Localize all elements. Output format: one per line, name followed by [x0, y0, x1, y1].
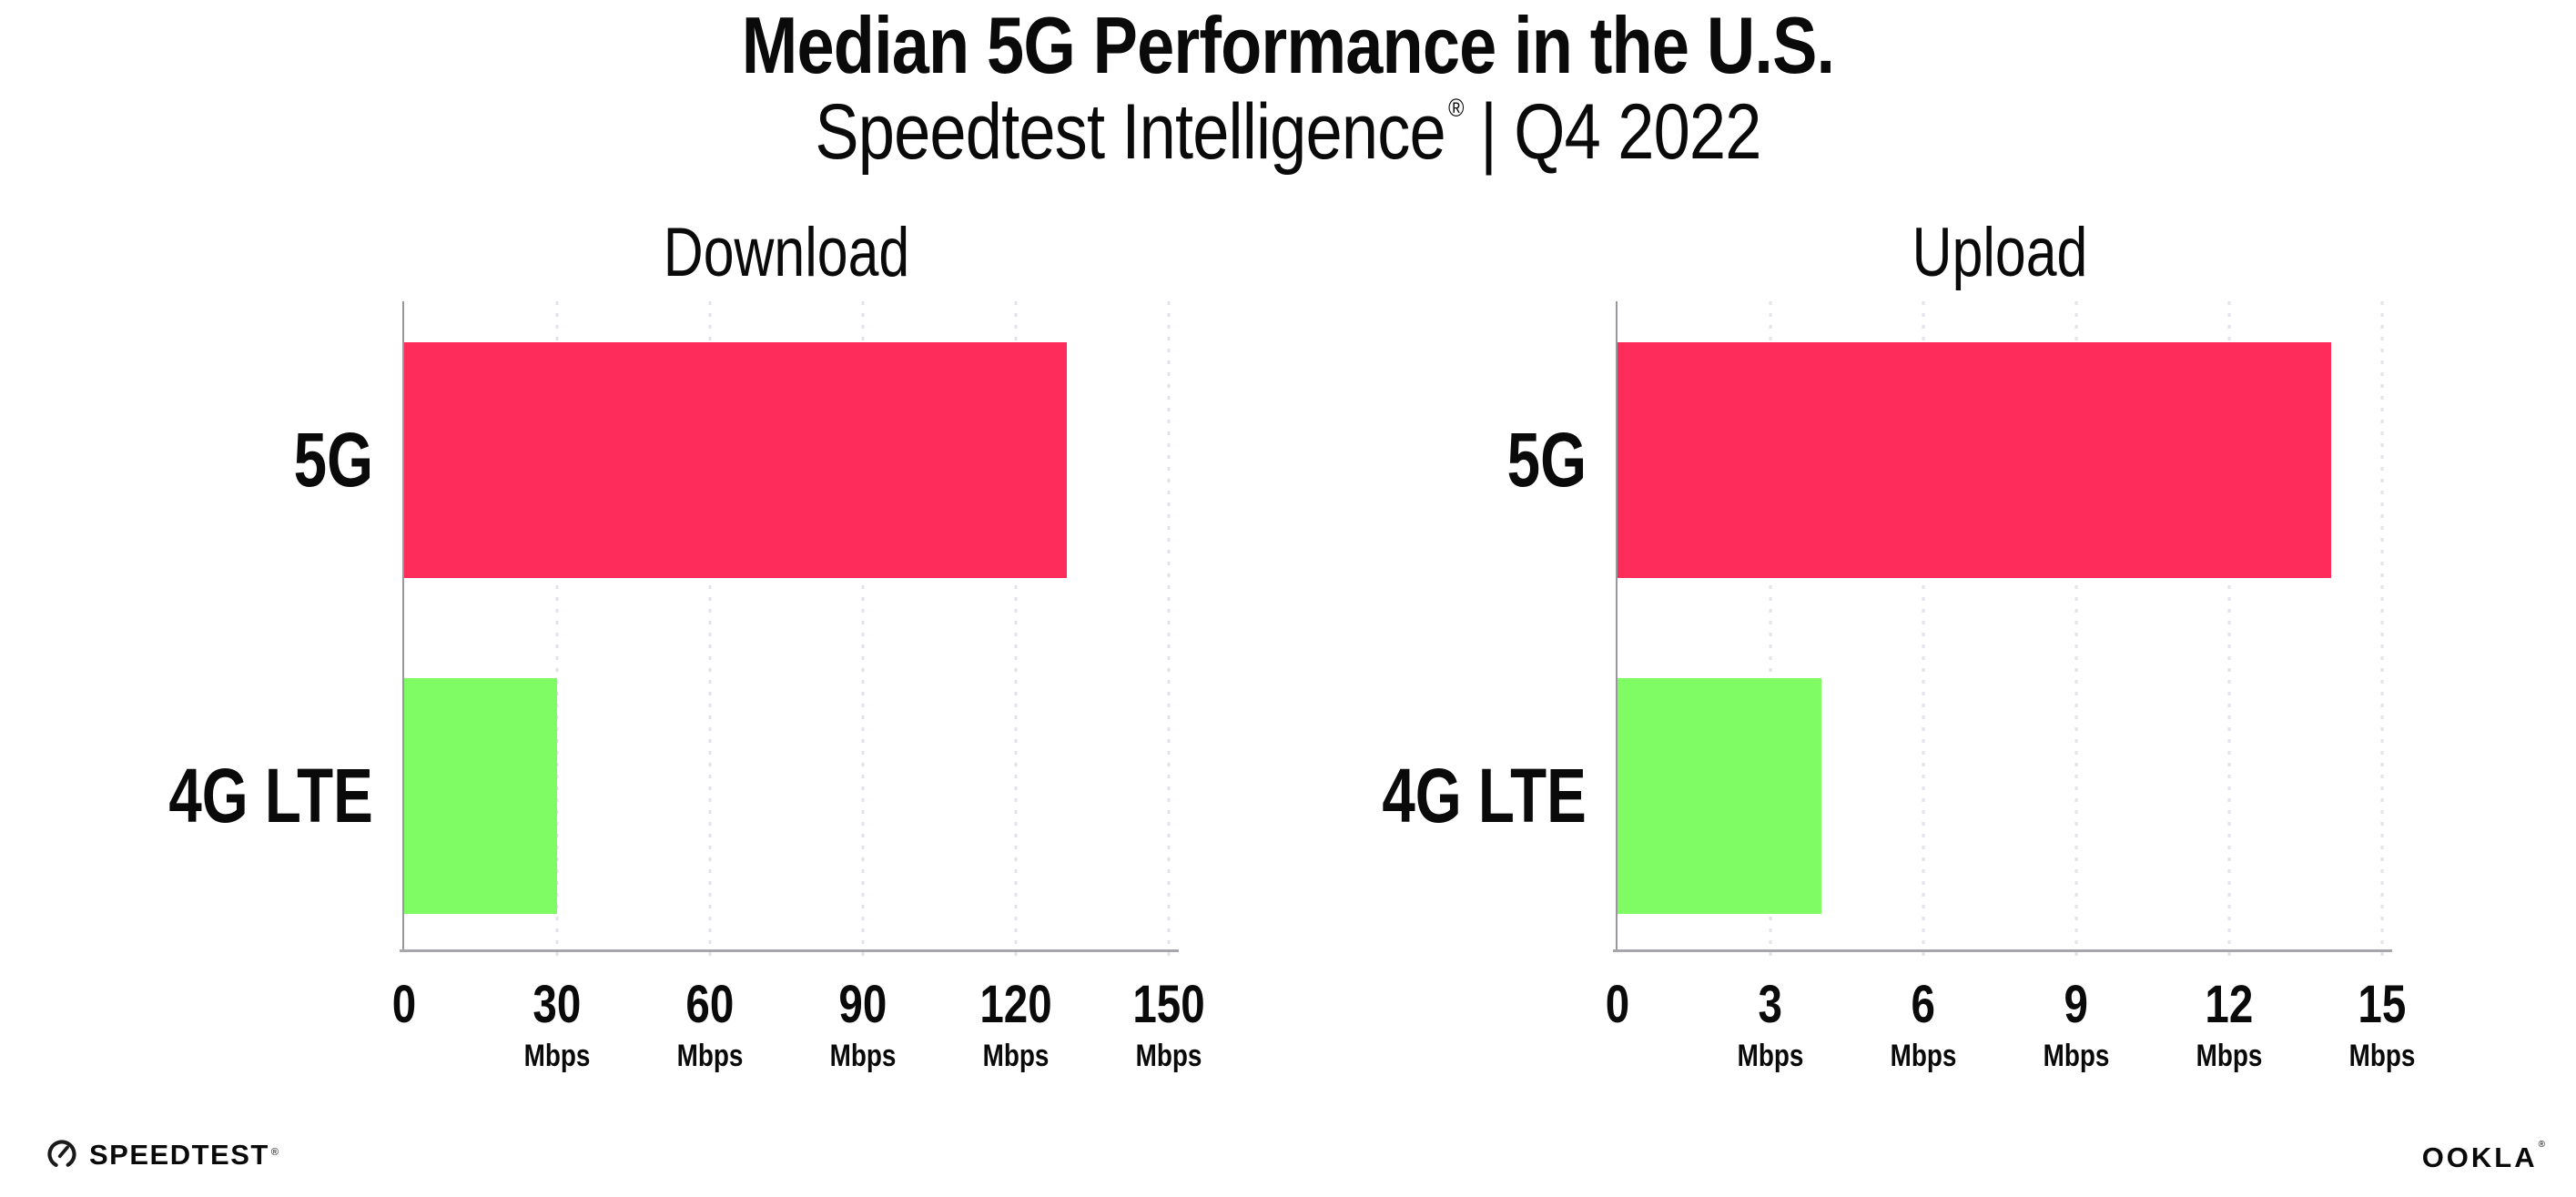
- x-tick-label: 6 Mbps: [1883, 975, 1964, 1073]
- download-chart: Download 0 30 Mbps 60 Mbps 90 Mbps 120 Mbps 150 Mb…: [169, 214, 1205, 1138]
- x-tick-value: 15: [2358, 975, 2407, 1034]
- chart-heading: Upload: [1912, 214, 2088, 291]
- ookla-wordmark-text: OOKLA: [2421, 1141, 2538, 1173]
- x-tick-unit: Mbps: [1737, 1039, 1804, 1073]
- gridline: [1922, 301, 1925, 960]
- x-tick-unit: Mbps: [2043, 1039, 2110, 1073]
- x-tick-label: 0: [390, 979, 419, 1031]
- x-tick-value: 9: [2064, 975, 2089, 1034]
- x-tick-value: 0: [1605, 975, 1630, 1034]
- gridline: [1014, 301, 1018, 960]
- bar-5g: [1618, 341, 2331, 578]
- registered-trademark-icon: ®: [2538, 1140, 2545, 1150]
- gridline: [2074, 301, 2078, 960]
- y-axis-label: 4G LTE: [1382, 753, 1587, 839]
- y-axis-label: 5G: [1506, 417, 1587, 503]
- page-title: Median 5G Performance in the U.S.: [741, 0, 1835, 90]
- page-subtitle: Speedtest Intelligence ® | Q4 2022: [206, 93, 2369, 171]
- x-tick-unit: Mbps: [1135, 1039, 1202, 1073]
- y-axis-label: 4G LTE: [168, 753, 373, 839]
- x-tick-unit: Mbps: [676, 1039, 744, 1073]
- speedtest-wordmark-text: SPEEDTEST: [89, 1138, 269, 1171]
- x-tick-value: 12: [2205, 975, 2254, 1034]
- y-axis-label: 5G: [293, 417, 373, 503]
- plot-area: 0 30 Mbps 60 Mbps 90 Mbps 120 Mbps 150 Mbps 5G 4G LT…: [169, 301, 1205, 1071]
- plot-area: 0 3 Mbps 6 Mbps 9 Mbps 12 Mbps 15 Mbps 5G 4G LTE: [1383, 301, 2415, 1071]
- x-tick-label: 12 Mbps: [2189, 975, 2270, 1073]
- x-tick-value: 150: [1132, 975, 1205, 1034]
- speedtest-logo: SPEEDTEST ®: [46, 1138, 279, 1171]
- x-tick-value: 90: [838, 975, 887, 1034]
- speedtest-wordmark: SPEEDTEST ®: [89, 1141, 279, 1169]
- bar-4g-lte: [1618, 677, 1821, 914]
- ookla-logo: OOKLA ®: [2421, 1140, 2545, 1173]
- x-axis-line: [1613, 949, 2392, 952]
- x-tick-value: 3: [1758, 975, 1783, 1034]
- bar-4g-lte: [404, 677, 557, 914]
- x-tick-label: 30 Mbps: [517, 975, 598, 1073]
- x-tick-label: 120 Mbps: [972, 975, 1060, 1073]
- gridline: [1167, 301, 1171, 960]
- x-tick-value: 0: [391, 975, 417, 1034]
- x-tick-value: 120: [979, 975, 1052, 1034]
- y-axis-line: [402, 301, 404, 949]
- speedtest-gauge-icon: [47, 1140, 76, 1169]
- x-tick-label: 9 Mbps: [2036, 975, 2117, 1073]
- chart-heading: Download: [663, 214, 910, 291]
- upload-chart: Upload 0 3 Mbps 6 Mbps 9 Mbps 12 Mbps 15 Mbps 5G 4G …: [1383, 214, 2416, 1138]
- x-tick-value: 6: [1911, 975, 1936, 1034]
- x-tick-label: 150 Mbps: [1125, 975, 1213, 1073]
- registered-trademark-icon: ®: [1448, 94, 1464, 122]
- x-tick-label: 60 Mbps: [670, 975, 751, 1073]
- x-tick-unit: Mbps: [982, 1039, 1050, 1073]
- x-tick-label: 3 Mbps: [1730, 975, 1811, 1073]
- bar-5g: [404, 341, 1067, 578]
- x-tick-label: 90 Mbps: [823, 975, 904, 1073]
- x-tick-label: 0: [1603, 979, 1632, 1031]
- x-tick-value: 30: [532, 975, 582, 1034]
- subtitle-period: | Q4 2022: [1480, 88, 1761, 176]
- gridline: [2227, 301, 2231, 960]
- x-axis-line: [400, 949, 1179, 952]
- x-tick-unit: Mbps: [2348, 1039, 2416, 1073]
- x-tick-unit: Mbps: [523, 1039, 591, 1073]
- x-tick-unit: Mbps: [2196, 1039, 2263, 1073]
- x-tick-unit: Mbps: [1890, 1039, 1957, 1073]
- gridline: [1769, 301, 1772, 960]
- subtitle-brand: Speedtest Intelligence: [815, 88, 1445, 176]
- gridline: [555, 301, 559, 960]
- x-tick-unit: Mbps: [829, 1039, 897, 1073]
- x-tick-value: 60: [685, 975, 735, 1034]
- gridline: [2380, 301, 2384, 960]
- gridline: [861, 301, 865, 960]
- x-tick-label: 15 Mbps: [2342, 975, 2423, 1073]
- y-axis-line: [1616, 301, 1618, 949]
- gridline: [708, 301, 712, 960]
- registered-trademark-icon: ®: [270, 1146, 279, 1158]
